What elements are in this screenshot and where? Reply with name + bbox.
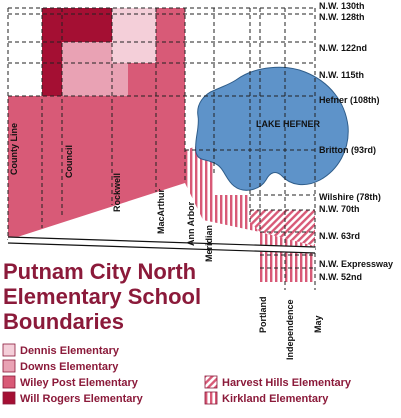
legend-label-wiley-post: Wiley Post Elementary — [20, 377, 139, 389]
legend-swatch-harvest-hills — [204, 375, 218, 389]
legend: Dennis Elementary Downs Elementary Wiley… — [2, 343, 352, 405]
road-grid — [7, 7, 316, 290]
road-label-wilshire: Wilshire (78th) — [319, 192, 381, 202]
north-south-road-labels: County Line Council Rockwell MacArthur A… — [9, 123, 323, 360]
road-label-nw-expressway: N.W. Expressway — [319, 259, 393, 269]
road-label-nw-122nd: N.W. 122nd — [319, 43, 367, 53]
road-label-county-line: County Line — [9, 123, 19, 175]
road-label-nw-63rd: N.W. 63rd — [319, 231, 360, 241]
road-label-hefner: Hefner (108th) — [319, 95, 380, 105]
legend-item-downs: Downs Elementary — [2, 359, 119, 373]
east-west-road-labels: N.W. 130th N.W. 128th N.W. 122nd N.W. 11… — [319, 1, 393, 282]
road-label-may: May — [313, 315, 323, 333]
road-label-macarthur: MacArthur — [156, 188, 166, 234]
road-label-nw-52nd: N.W. 52nd — [319, 272, 362, 282]
title-line-2: Elementary School — [3, 284, 201, 309]
road-label-britton: Britton (93rd) — [319, 145, 376, 155]
legend-label-dennis: Dennis Elementary — [20, 345, 120, 357]
legend-swatch-downs — [2, 359, 16, 373]
will-rogers-region — [42, 8, 112, 96]
road-label-nw-130th: N.W. 130th — [319, 1, 365, 11]
road-label-ann-arbor: Ann Arbor — [186, 201, 196, 246]
road-label-nw-115th: N.W. 115th — [319, 70, 364, 80]
lake-hefner: LAKE HEFNER — [195, 66, 349, 191]
legend-label-downs: Downs Elementary — [20, 361, 119, 373]
expressway-line — [7, 236, 316, 254]
legend-swatch-dennis — [2, 343, 16, 357]
legend-label-kirkland: Kirkland Elementary — [222, 393, 329, 405]
downs-region — [62, 42, 128, 96]
road-label-independence: Independence — [285, 299, 295, 360]
title-line-1: Putnam City North — [3, 259, 196, 284]
lake-label: LAKE HEFNER — [256, 119, 321, 129]
dennis-region — [112, 8, 156, 63]
map-title: Putnam City North Elementary School Boun… — [3, 259, 201, 334]
road-label-meridian: Meridian — [204, 225, 214, 262]
legend-item-dennis: Dennis Elementary — [2, 343, 120, 357]
harvest-hills-region — [250, 210, 315, 246]
legend-swatch-kirkland — [204, 391, 218, 405]
legend-label-will-rogers: Will Rogers Elementary — [20, 393, 144, 405]
legend-item-harvest-hills: Harvest Hills Elementary — [204, 375, 352, 389]
road-label-rockwell: Rockwell — [112, 173, 122, 212]
title-line-3: Boundaries — [3, 309, 124, 334]
legend-label-harvest-hills: Harvest Hills Elementary — [222, 377, 352, 389]
legend-swatch-wiley-post — [2, 375, 16, 389]
legend-item-wiley-post: Wiley Post Elementary — [2, 375, 139, 389]
road-label-portland: Portland — [258, 296, 268, 333]
legend-item-will-rogers: Will Rogers Elementary — [2, 391, 144, 405]
kirkland-region — [185, 145, 315, 282]
road-label-nw-70th: N.W. 70th — [319, 204, 360, 214]
road-label-nw-128th: N.W. 128th — [319, 12, 365, 22]
road-label-council: Council — [64, 145, 74, 178]
legend-swatch-will-rogers — [2, 391, 16, 405]
legend-item-kirkland: Kirkland Elementary — [204, 391, 329, 405]
